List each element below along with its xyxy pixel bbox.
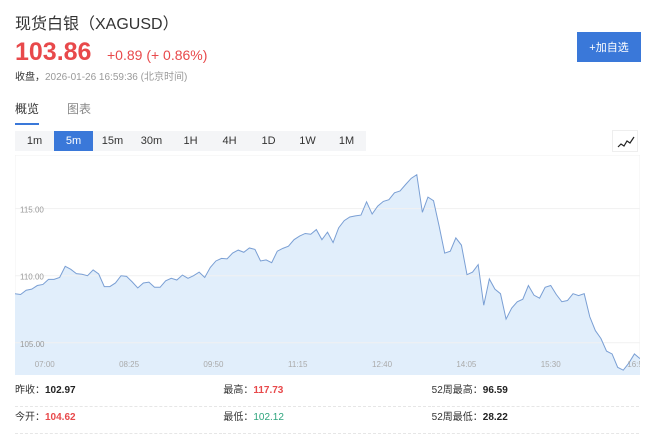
- period-1H[interactable]: 1H: [183, 135, 198, 147]
- add-watchlist-button[interactable]: +加自选: [577, 32, 641, 62]
- chart-type-button[interactable]: [612, 130, 638, 152]
- period-30m[interactable]: 30m: [140, 135, 163, 147]
- stat-cell: 今开：104.62: [15, 407, 223, 434]
- current-price: 103.86: [15, 38, 92, 66]
- price-line: [15, 173, 640, 371]
- stat-label: 最高：: [223, 385, 254, 396]
- y-tick-label: 105.00: [20, 340, 45, 349]
- x-tick-label: 11:15: [288, 360, 308, 369]
- y-tick-label: 110.00: [20, 273, 44, 282]
- status-label: 收盘，: [15, 72, 45, 83]
- period-selector: 1m 5m 15m 30m 1H 4H 1D 1W 1M: [15, 131, 366, 151]
- page-title: 现货白银（XAGUSD）: [15, 16, 179, 33]
- period-1D[interactable]: 1D: [261, 135, 276, 147]
- stat-label: 最低：: [223, 412, 254, 423]
- stat-cell: 52周最高：96.59: [431, 380, 639, 407]
- price-area: [15, 174, 640, 375]
- x-tick-label: 16:5: [627, 360, 640, 369]
- period-1W[interactable]: 1W: [299, 135, 316, 147]
- stat-value: 117.73: [253, 385, 284, 396]
- period-1M[interactable]: 1M: [338, 135, 355, 147]
- stat-value: 104.62: [45, 412, 76, 423]
- period-1m[interactable]: 1m: [26, 135, 43, 147]
- period-4H[interactable]: 4H: [222, 135, 237, 147]
- stats-row: 今开：104.62 最低：102.12 52周最低：28.22: [15, 407, 640, 434]
- stat-label: 昨收：: [15, 385, 45, 396]
- price-chart[interactable]: 115.00 110.00 105.00 07:00 08:25 09:50 11:15 12…: [15, 155, 640, 375]
- stat-label: 今开：: [15, 412, 45, 423]
- x-tick-label: 15:30: [541, 360, 562, 369]
- x-tick-label: 08:25: [119, 360, 140, 369]
- stats-table: 昨收：102.97 最高：117.73 52周最高：96.59 今开：104.62 最低…: [15, 380, 640, 434]
- x-tick-label: 07:00: [35, 360, 56, 369]
- tab-bar: 概览 图表: [15, 100, 91, 125]
- tab-chart[interactable]: 图表: [67, 102, 92, 116]
- y-tick-label: 115.00: [20, 206, 44, 215]
- x-tick-label: 12:40: [372, 360, 393, 369]
- tab-overview[interactable]: 概览: [15, 100, 40, 125]
- line-chart-icon: [617, 136, 635, 148]
- stat-value: 102.97: [45, 385, 76, 396]
- x-tick-label: 14:05: [456, 360, 477, 369]
- price-change: +0.89 (+ 0.86%): [107, 47, 208, 63]
- x-tick-label: 09:50: [203, 360, 224, 369]
- market-status: 收盘，2026-01-26 16:59:36 (北京时间): [15, 68, 187, 83]
- stats-row: 昨收：102.97 最高：117.73 52周最高：96.59: [15, 380, 640, 407]
- stat-value: 102.12: [253, 412, 284, 423]
- stat-cell: 昨收：102.97: [15, 380, 223, 407]
- stat-cell: 最低：102.12: [223, 407, 431, 434]
- period-5m[interactable]: 5m: [54, 131, 93, 151]
- stat-cell: 最高：117.73: [223, 380, 431, 407]
- status-time: 2026-01-26 16:59:36 (北京时间): [45, 72, 188, 83]
- stat-label: 52周最高：: [431, 385, 483, 396]
- period-15m[interactable]: 15m: [101, 135, 124, 147]
- stat-value: 96.59: [482, 385, 508, 396]
- stat-value: 28.22: [482, 412, 508, 423]
- stat-cell: 52周最低：28.22: [431, 407, 639, 434]
- stat-label: 52周最低：: [431, 412, 483, 423]
